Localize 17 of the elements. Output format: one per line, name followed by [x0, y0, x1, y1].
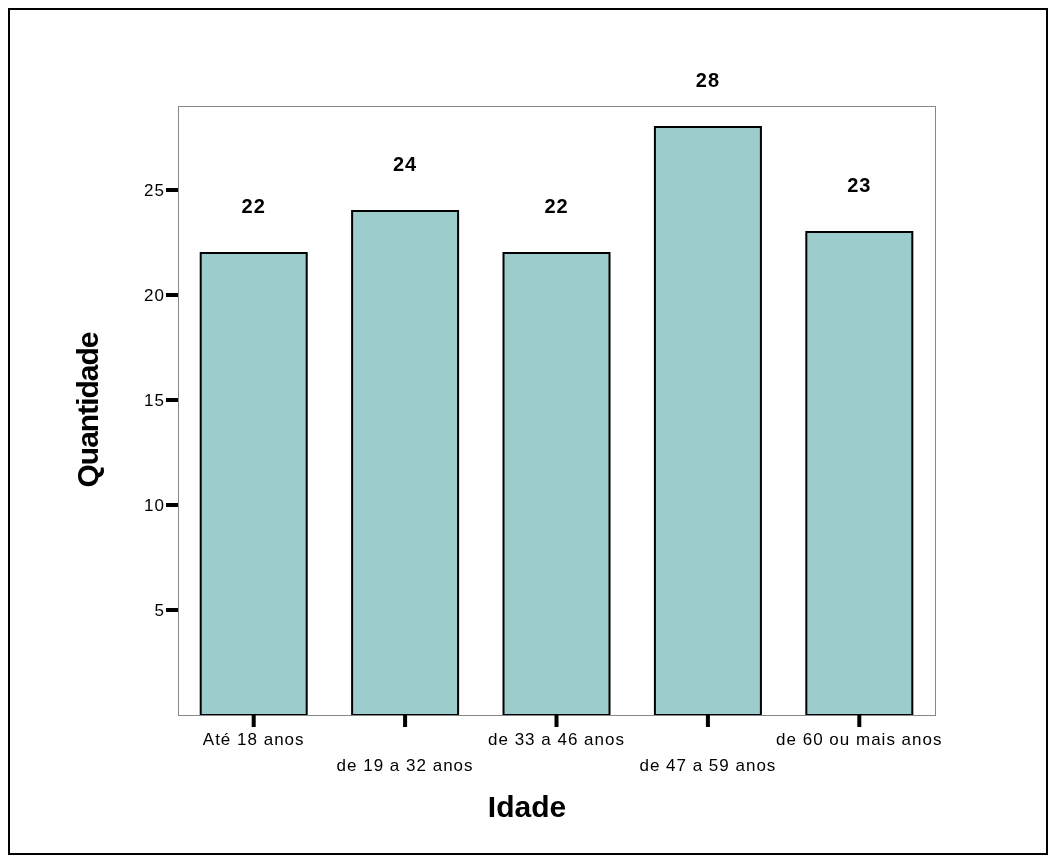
- data-label: 23: [847, 174, 872, 196]
- x-tick-label: de 19 a 32 anos: [336, 756, 474, 775]
- y-axis-title: Quantidade: [71, 332, 105, 488]
- data-label: 28: [695, 69, 721, 91]
- x-axis-title: Idade: [486, 790, 568, 824]
- y-tick-label: 25: [144, 181, 165, 200]
- data-label: 24: [392, 153, 418, 175]
- x-tick-label: de 60 ou mais anos: [776, 730, 943, 749]
- data-label: 22: [544, 195, 569, 217]
- y-tick-label: 10: [144, 496, 165, 515]
- data-label: 22: [241, 195, 266, 217]
- x-tick-label: de 47 a 59 anos: [639, 756, 777, 775]
- x-tick-label: de 33 a 46 anos: [488, 730, 625, 749]
- y-tick-label: 20: [144, 286, 165, 305]
- x-tick-label: Até 18 anos: [202, 730, 305, 749]
- y-tick-label: 15: [144, 391, 165, 410]
- y-tick-label: 5: [154, 601, 165, 620]
